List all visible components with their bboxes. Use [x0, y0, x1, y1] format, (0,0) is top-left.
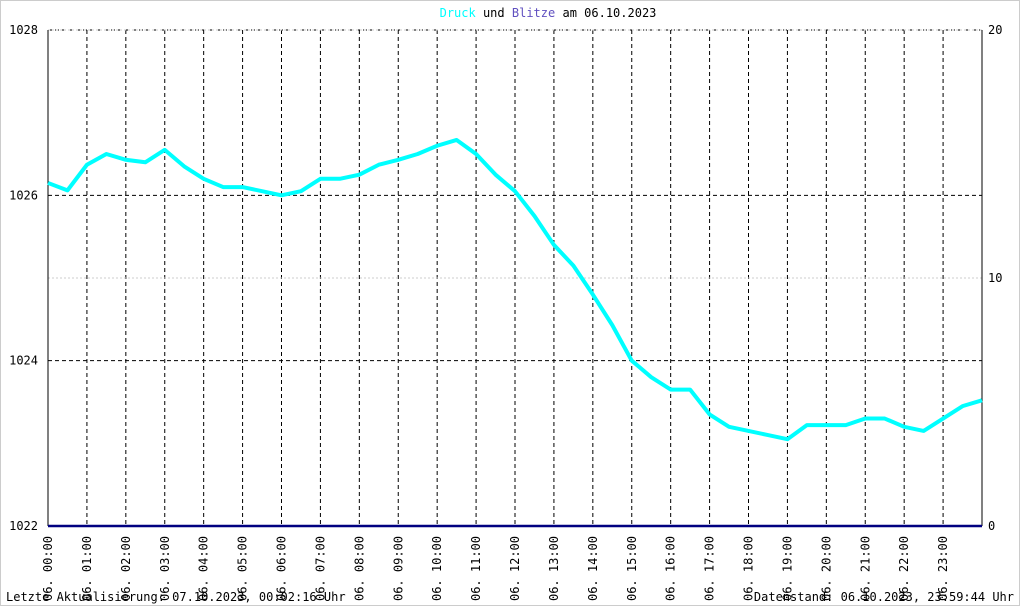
x-tick-label: 06. 13:00 — [547, 536, 561, 601]
x-tick-label: 06. 09:00 — [391, 536, 405, 601]
y-tick-label: 1024 — [9, 354, 38, 368]
chart-title: Druck und Blitze am 06.10.2023 — [440, 6, 657, 20]
title-blitze: Blitze — [512, 6, 555, 20]
x-tick-label: 06. 20:00 — [819, 536, 833, 601]
y-tick-label: 1022 — [9, 519, 38, 533]
x-tick-label: 06. 01:00 — [80, 536, 94, 601]
x-tick-label: 06. 05:00 — [236, 536, 250, 601]
y2-tick-label: 0 — [988, 519, 995, 533]
x-tick-label: 06. 10:00 — [430, 536, 444, 601]
x-tick-label: 06. 12:00 — [508, 536, 522, 601]
x-tick-label: 06. 08:00 — [352, 536, 366, 601]
x-tick-label: 06. 00:00 — [41, 536, 55, 601]
x-tick-label: 06. 21:00 — [858, 536, 872, 601]
x-tick-label: 06. 19:00 — [780, 536, 794, 601]
x-tick-label: 06. 04:00 — [197, 536, 211, 601]
series-line — [47, 137, 983, 442]
footer-right: Datenstand: 06.10.2023, 23:59:44 Uhr — [754, 590, 1014, 604]
y-tick-label: 1028 — [9, 23, 38, 37]
x-tick-label: 06. 03:00 — [158, 536, 172, 601]
x-tick-label: 06. 16:00 — [664, 536, 678, 601]
x-tick-label: 06. 18:00 — [742, 536, 756, 601]
y-tick-label: 1026 — [9, 188, 38, 202]
footer-left: Letzte Aktualisierung: 07.10.2023, 00:02… — [6, 590, 346, 604]
x-tick-label: 06. 15:00 — [625, 536, 639, 601]
x-tick-label: 06. 22:00 — [897, 536, 911, 601]
x-tick-label: 06. 07:00 — [313, 536, 327, 601]
x-tick-label: 06. 17:00 — [703, 536, 717, 601]
x-tick-label: 06. 14:00 — [586, 536, 600, 601]
x-tick-label: 06. 02:00 — [119, 536, 133, 601]
x-tick-label: 06. 06:00 — [275, 536, 289, 601]
x-tick-label: 06. 23:00 — [936, 536, 950, 601]
y2-tick-label: 10 — [988, 271, 1002, 285]
x-tick-label: 06. 11:00 — [469, 536, 483, 601]
title-date: am 06.10.2023 — [562, 6, 656, 20]
y2-tick-label: 20 — [988, 23, 1002, 37]
title-joiner: und — [483, 6, 505, 20]
title-druck: Druck — [440, 6, 477, 20]
